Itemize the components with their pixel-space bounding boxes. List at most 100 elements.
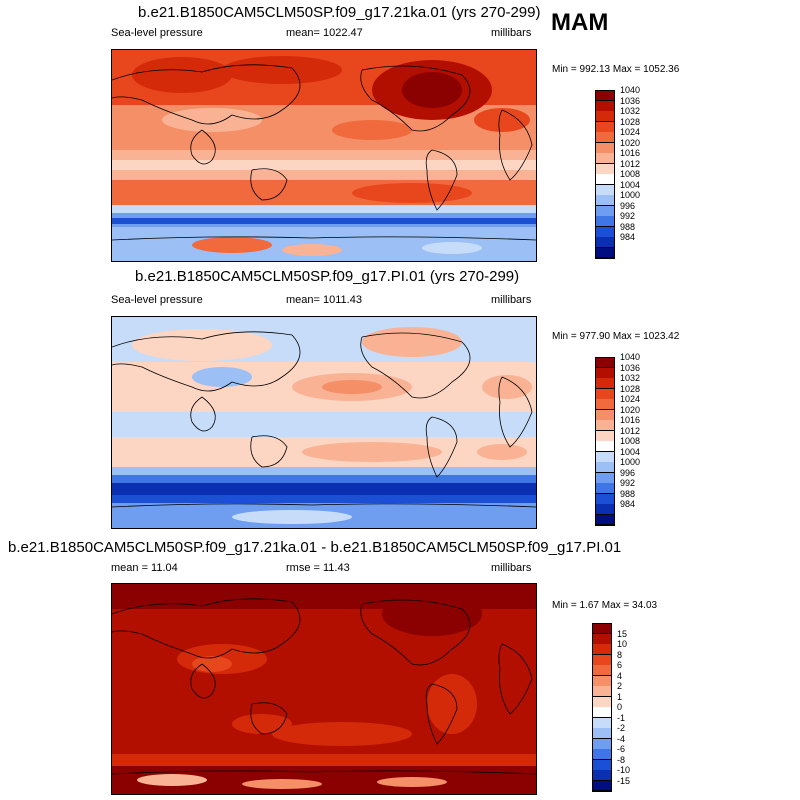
top-south-subtrop-band xyxy=(112,180,536,205)
cbar-label: -10 xyxy=(617,765,631,775)
bot-coast-africa xyxy=(498,643,533,715)
cbar-label: 1036 xyxy=(620,362,641,373)
panel-top-units-label: millibars xyxy=(491,27,532,39)
cbar-label: -15 xyxy=(617,775,631,786)
top-atlantic-high xyxy=(474,108,530,132)
bot-antarctic-patch-b xyxy=(242,779,322,789)
cbar-label: -8 xyxy=(617,754,626,765)
cbar-label: -4 xyxy=(617,733,626,744)
cbar-label: 1040 xyxy=(620,85,641,95)
colorbar-swatch xyxy=(595,514,615,526)
cbar-label: 10 xyxy=(617,639,628,649)
bot-north-america-max xyxy=(382,592,482,636)
panel-bottom-rmse-label: rmse = 11.43 xyxy=(286,562,350,574)
cbar-label: 1012 xyxy=(620,158,641,169)
mid-antarctic-high xyxy=(232,510,352,524)
cbar-label: 1016 xyxy=(620,148,641,158)
top-antarctic-high-b xyxy=(282,244,342,256)
cbar-label: -6 xyxy=(617,744,626,754)
panel-middle-colorbar-frame xyxy=(595,357,615,525)
bot-antarctic-patch-c xyxy=(377,777,447,787)
panel-top-mean-label: mean= 1022.47 xyxy=(286,27,363,39)
panel-middle-minmax: Min = 977.90 Max = 1023.42 xyxy=(552,331,680,342)
top-coast-antarctica xyxy=(112,236,536,241)
cbar-label: 1036 xyxy=(620,95,641,106)
cbar-label: 1 xyxy=(617,691,623,702)
mid-coast-south-america xyxy=(425,416,458,478)
top-southern-trough-core xyxy=(112,218,536,224)
panel-middle-variable-label: Sea-level pressure xyxy=(111,294,203,306)
mid-pacific-high-core xyxy=(322,380,382,394)
colorbar-swatch xyxy=(595,247,615,259)
bot-south-pacific-patch xyxy=(272,722,412,746)
panel-bottom-mean-label: mean = 11.04 xyxy=(111,562,178,574)
cbar-label: 1000 xyxy=(620,190,641,200)
top-eurasia-high xyxy=(132,57,232,93)
cbar-label: 1016 xyxy=(620,415,641,425)
cbar-label: 6 xyxy=(617,660,623,670)
top-coast-eurasia xyxy=(112,64,301,125)
mid-south-transition xyxy=(112,467,536,475)
cbar-label: 1008 xyxy=(620,169,641,179)
panel-bottom-colorbar-frame xyxy=(592,623,612,791)
mid-siberian-high xyxy=(132,329,272,361)
cbar-label: 996 xyxy=(620,467,636,478)
cbar-label: 1040 xyxy=(620,352,641,362)
mid-south-atlantic-high xyxy=(477,444,527,460)
cbar-label: 4 xyxy=(617,670,623,681)
panel-bottom-map-svg xyxy=(112,584,536,794)
mid-coast-australia xyxy=(250,435,288,468)
top-coast-south-america xyxy=(425,149,458,211)
bot-coast-australia xyxy=(250,702,288,735)
top-coast-north-america xyxy=(360,65,471,132)
mid-southern-trough-core xyxy=(112,483,536,495)
top-coast-australia xyxy=(250,168,288,201)
cbar-label: 1024 xyxy=(620,394,641,404)
panel-middle-map-svg xyxy=(112,317,536,528)
mid-coast-eurasia xyxy=(112,331,301,392)
panel-middle-map xyxy=(111,316,537,529)
bot-coastlines xyxy=(112,598,536,775)
cbar-label: 1004 xyxy=(620,179,641,190)
top-north-america-high-core xyxy=(402,72,462,108)
cbar-label: -1 xyxy=(617,712,626,723)
season-label: MAM xyxy=(551,9,609,36)
mid-atlantic-high xyxy=(482,375,532,399)
cbar-label: 992 xyxy=(620,478,636,488)
top-coast-india xyxy=(190,129,216,165)
mid-southern-trough-inner xyxy=(112,495,536,503)
mid-tropical-low xyxy=(112,412,536,437)
cbar-label: 0 xyxy=(617,702,623,712)
bot-south-america-patch xyxy=(427,674,477,734)
cbar-label: 992 xyxy=(620,211,636,221)
cbar-label: 1020 xyxy=(620,137,641,148)
top-antarctic-low xyxy=(422,242,482,254)
bot-coast-north-america xyxy=(360,599,471,666)
cbar-label: 8 xyxy=(617,649,623,660)
bot-australia-patch xyxy=(232,714,292,734)
bot-coast-india xyxy=(190,663,216,699)
colorbar-swatch xyxy=(592,780,612,792)
mid-coast-africa xyxy=(498,376,533,448)
mid-coast-antarctica xyxy=(112,503,536,508)
top-siberia-high xyxy=(222,56,342,84)
cbar-label: 984 xyxy=(620,499,636,509)
panel-middle-mean-label: mean= 1011.43 xyxy=(286,294,362,306)
cbar-label: 15 xyxy=(617,628,628,639)
panel-bottom-title: b.e21.B1850CAM5CLM50SP.f09_g17.21ka.01 -… xyxy=(8,539,622,556)
panel-middle-title: b.e21.B1850CAM5CLM50SP.f09_g17.PI.01 (yr… xyxy=(135,268,520,285)
mid-coastlines xyxy=(112,331,536,508)
panel-top-title: b.e21.B1850CAM5CLM50SP.f09_g17.21ka.01 (… xyxy=(138,4,541,21)
mid-asia-low xyxy=(192,367,252,387)
panel-top-map xyxy=(111,49,537,262)
cbar-label: -2 xyxy=(617,723,626,733)
top-antarctic-high-a xyxy=(192,237,272,253)
top-pacific-subtrop-high xyxy=(332,120,412,140)
cbar-label: 988 xyxy=(620,221,636,232)
cbar-label: 1020 xyxy=(620,404,641,415)
bot-antarctic-patch-a xyxy=(137,774,207,786)
cbar-label: 988 xyxy=(620,488,636,499)
panel-bottom-minmax: Min = 1.67 Max = 34.03 xyxy=(552,600,658,611)
mid-south-pacific-high xyxy=(302,442,442,462)
top-south-transition xyxy=(112,205,536,213)
